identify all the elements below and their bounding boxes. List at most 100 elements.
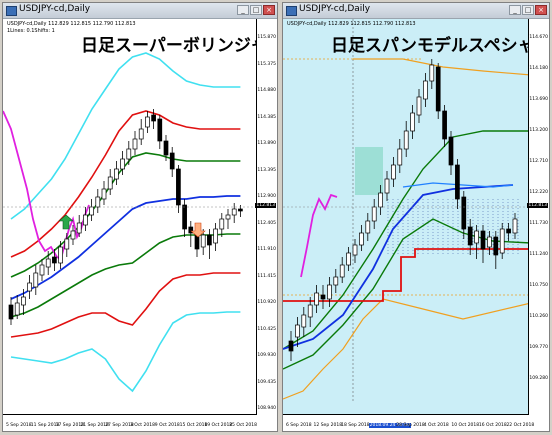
- candle: [403, 130, 409, 150]
- candle: [219, 218, 225, 230]
- candle: [39, 264, 45, 276]
- window-title: USDJPY-cd,Daily: [19, 4, 91, 14]
- price-tick-label: 109.280: [529, 376, 548, 381]
- band-minus3-line: [10, 311, 241, 393]
- window-titlebar[interactable]: USDJPY-cd,Daily _ □ ×: [3, 3, 277, 19]
- price-axis[interactable]: 112.813 114.670 114.180 113.690 113.200 112.…: [527, 19, 549, 417]
- price-tick-label: 111.240: [529, 252, 548, 257]
- close-button[interactable]: ×: [263, 5, 275, 15]
- price-tick-label: 111.415: [257, 273, 276, 279]
- span-blue-upper: [402, 182, 514, 188]
- chart-window-right[interactable]: USDJPY-cd,Daily _ □ × USDJPY-cd,Daily 11…: [282, 2, 550, 432]
- candle: [83, 214, 88, 226]
- candle: [188, 226, 194, 234]
- price-plot-area[interactable]: [3, 19, 259, 417]
- candle: [512, 218, 518, 234]
- candle: [371, 206, 377, 222]
- candle: [21, 296, 26, 306]
- chart-window-left[interactable]: USDJPY-cd,Daily _ □ × USDJPY-cd,Daily 11…: [2, 2, 278, 432]
- chikou-span-line: [3, 110, 90, 261]
- price-tick-label: 112.220: [529, 190, 548, 195]
- minimize-button[interactable]: _: [509, 5, 521, 15]
- candle: [8, 304, 14, 320]
- price-tick-label: 113.890: [257, 141, 276, 146]
- candle: [487, 236, 492, 248]
- candle: [151, 114, 156, 122]
- midline: [10, 195, 241, 300]
- span-model-chart-svg: [283, 19, 531, 401]
- span-green-upper: [283, 130, 531, 350]
- buy-arrow-icon: [58, 214, 74, 230]
- candle: [455, 164, 460, 200]
- candle: [64, 238, 70, 250]
- price-tick-label: 115.375: [257, 61, 276, 67]
- maximize-button[interactable]: □: [522, 5, 534, 15]
- candle: [45, 258, 51, 268]
- candle: [474, 230, 479, 244]
- time-tick-label: 10 Oct 2018: [451, 423, 480, 428]
- time-tick-label: 15 Oct 2018: [179, 423, 208, 428]
- time-tick-label: 17 Sep 2018: [55, 423, 85, 428]
- candle: [76, 222, 82, 234]
- current-price-tag: 112.813: [255, 203, 276, 208]
- time-tick-label: 6 Sep 2018: [286, 423, 312, 428]
- time-tick-label: 28 Sep 2018: [396, 423, 425, 428]
- candle: [200, 234, 206, 248]
- candle: [89, 206, 94, 216]
- maximize-button[interactable]: □: [250, 5, 262, 15]
- candle: [346, 252, 351, 266]
- orange-lower-band: [283, 298, 531, 400]
- time-tick-label: 27 Sep 2018: [105, 423, 134, 428]
- bollinger-chart-svg: [3, 52, 259, 393]
- price-axis[interactable]: 112.813 115.870 115.375 114.880 114.385 113.…: [255, 19, 277, 417]
- band-plus3-line: [10, 52, 241, 220]
- price-tick-label: 109.930: [257, 353, 276, 358]
- candle: [416, 96, 422, 116]
- price-tick-label: 113.200: [529, 128, 548, 133]
- price-tick-label: 108.940: [257, 406, 276, 411]
- span-cloud-area: [355, 147, 383, 195]
- time-tick-label: 25 Oct 2018: [229, 423, 258, 428]
- price-tick-label: 110.260: [529, 314, 548, 319]
- minimize-button[interactable]: _: [237, 5, 249, 15]
- candle: [435, 66, 441, 112]
- candle: [138, 128, 144, 140]
- time-tick-label: 21 Sep 2018: [80, 423, 109, 428]
- candle: [320, 294, 326, 300]
- candle: [467, 226, 473, 246]
- chart-icon: [286, 6, 297, 16]
- candle: [126, 148, 132, 160]
- candle: [120, 158, 125, 170]
- candle: [33, 272, 39, 288]
- price-plot-area[interactable]: [283, 19, 531, 417]
- band-plus1-line: [10, 152, 241, 278]
- window-titlebar[interactable]: USDJPY-cd,Daily _ □ ×: [283, 3, 549, 19]
- price-tick-label: 112.710: [529, 159, 548, 164]
- chart-overlay-title: 日足スパンモデルスペシャル: [331, 36, 550, 56]
- price-tick-label: 111.910: [257, 247, 276, 252]
- candle: [307, 304, 313, 318]
- candle: [58, 246, 63, 264]
- time-axis[interactable]: 6 Sep 2018 12 Sep 2018 18 Sep 2018 2018.09.…: [283, 414, 534, 431]
- time-tick-label: 11 Sep 2018: [30, 423, 60, 428]
- candle: [207, 234, 212, 246]
- price-tick-label: 114.180: [529, 66, 548, 71]
- time-axis[interactable]: 5 Sep 2018 11 Sep 2018 17 Sep 2018 21 Sep 2…: [3, 414, 257, 431]
- candle: [327, 284, 332, 300]
- candle: [442, 110, 447, 140]
- price-tick-label: 115.870: [257, 35, 276, 40]
- band-minus2-line: [10, 272, 241, 338]
- span-blue-line: [283, 184, 514, 350]
- candle: [461, 196, 467, 230]
- price-tick-label: 110.425: [257, 326, 276, 332]
- candle: [182, 204, 187, 230]
- candle: [391, 164, 396, 180]
- close-button[interactable]: ×: [535, 5, 547, 15]
- crosshair-time-label: 2018.09.24 00:00: [368, 423, 411, 428]
- candle: [410, 112, 415, 132]
- candle: [506, 228, 511, 234]
- price-tick-label: 113.395: [257, 167, 276, 173]
- time-tick-label: 16 Oct 2018: [478, 423, 507, 428]
- price-tick-label: 114.670: [529, 35, 548, 40]
- symbol-info: USDJPY-cd,Daily 112.829 112.815 112.790 …: [7, 21, 136, 27]
